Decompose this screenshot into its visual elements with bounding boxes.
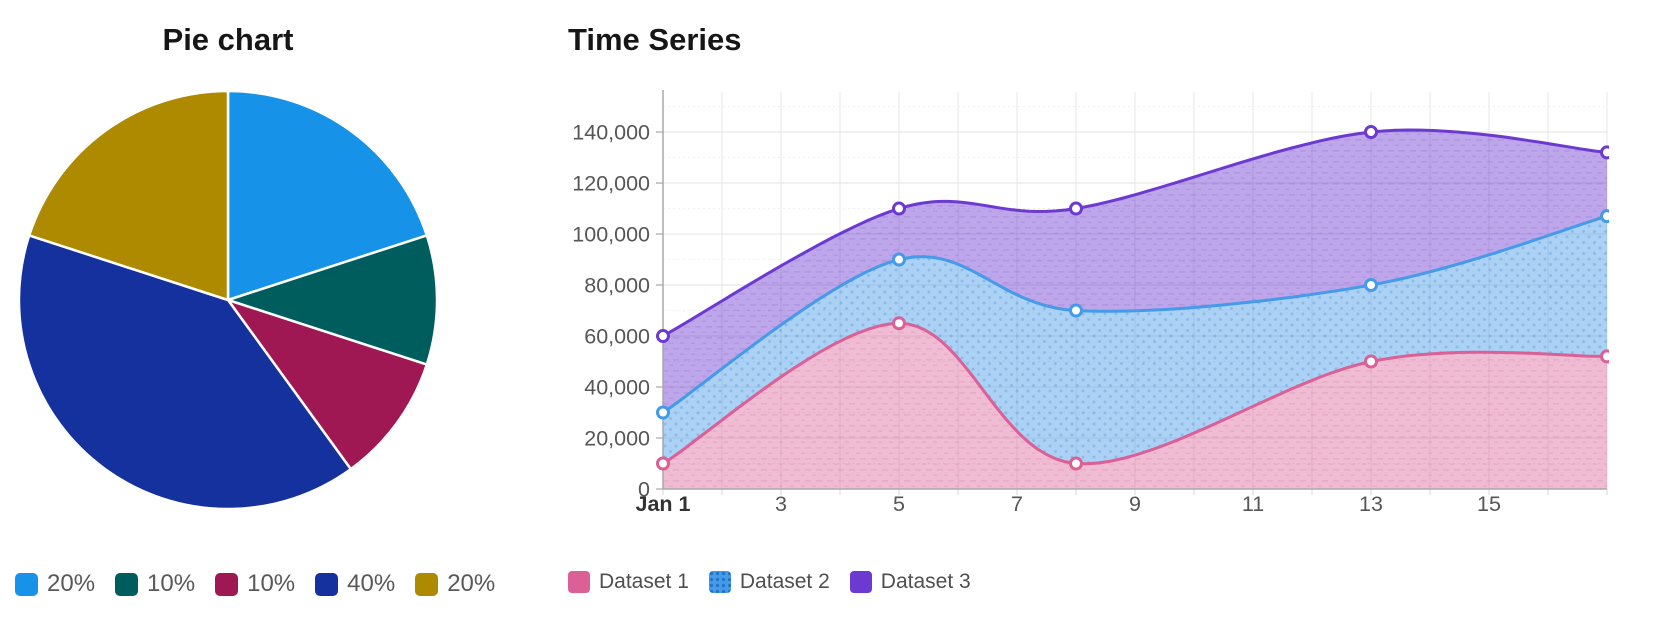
x-axis-label: 13 xyxy=(1359,492,1383,516)
legend-label: 10% xyxy=(147,570,196,597)
legend-item[interactable]: Dataset 3 xyxy=(849,570,971,594)
x-axis-label: 5 xyxy=(893,492,905,516)
data-point[interactable] xyxy=(656,329,670,344)
y-axis-label: 140,000 xyxy=(572,121,650,145)
x-axis-label: 7 xyxy=(1011,492,1023,516)
x-axis-label: Jan 1 xyxy=(636,492,691,516)
data-point[interactable] xyxy=(1069,456,1083,471)
pie-slice[interactable] xyxy=(226,234,439,366)
x-axis-label: 9 xyxy=(1129,492,1141,516)
legend-item[interactable]: 20% xyxy=(415,570,495,598)
data-point[interactable] xyxy=(1364,354,1378,369)
data-point[interactable] xyxy=(892,316,906,331)
legend-label: Dataset 1 xyxy=(599,570,689,593)
legend-swatch xyxy=(215,572,239,596)
legend-swatch xyxy=(115,572,139,596)
legend-swatch xyxy=(708,571,731,593)
data-point[interactable] xyxy=(656,405,670,420)
data-point[interactable] xyxy=(1600,349,1610,364)
legend-swatch xyxy=(15,572,38,596)
data-point[interactable] xyxy=(1600,145,1610,160)
pie-slice[interactable] xyxy=(17,234,353,511)
data-point[interactable] xyxy=(1364,278,1378,293)
data-point[interactable] xyxy=(1600,209,1610,224)
x-axis-label: 3 xyxy=(775,492,787,516)
timeseries-chart[interactable]: 0 20,000 40,000 60,000 80,000 100,000 120,000 1… xyxy=(530,80,1609,525)
data-point[interactable] xyxy=(656,456,670,471)
y-axis-label: 0 xyxy=(638,478,650,502)
timeseries-legend: Dataset 1 Dataset 2 Dataset 3 xyxy=(568,570,971,594)
area-fill-pattern xyxy=(663,216,1607,464)
legend-label: Dataset 3 xyxy=(880,570,971,593)
x-axis-label: 15 xyxy=(1477,492,1501,516)
y-axis-label: 100,000 xyxy=(572,223,650,247)
legend-swatch xyxy=(415,572,439,596)
legend-label: 20% xyxy=(47,570,96,597)
data-point[interactable] xyxy=(892,201,906,216)
timeseries-chart-title: Time Series xyxy=(568,22,742,57)
legend-swatch xyxy=(568,571,590,593)
y-axis-label: 80,000 xyxy=(584,274,650,298)
y-axis-label: 60,000 xyxy=(584,325,650,349)
pie-slice[interactable] xyxy=(226,298,429,471)
data-point[interactable] xyxy=(1069,303,1083,318)
legend-swatch xyxy=(849,571,872,593)
legend-label: Dataset 2 xyxy=(739,570,830,593)
y-axis-label: 120,000 xyxy=(572,172,650,196)
y-axis-label: 20,000 xyxy=(584,427,650,451)
area-fill-pattern xyxy=(663,130,1607,413)
legend-label: 40% xyxy=(347,570,396,597)
pie-slice[interactable] xyxy=(226,89,429,302)
legend-swatch xyxy=(315,572,339,596)
data-point[interactable] xyxy=(1364,125,1378,140)
legend-label: 10% xyxy=(247,570,296,597)
legend-item[interactable]: Dataset 2 xyxy=(708,570,830,594)
x-axis-label: 11 xyxy=(1242,492,1264,516)
legend-item[interactable]: 10% xyxy=(215,570,295,598)
legend-item[interactable]: Dataset 1 xyxy=(568,570,689,594)
data-point[interactable] xyxy=(1069,201,1083,216)
legend-item[interactable]: 20% xyxy=(15,570,95,598)
legend-item[interactable]: 10% xyxy=(115,570,195,598)
data-point[interactable] xyxy=(892,252,906,267)
pie-slice[interactable] xyxy=(27,89,230,302)
pie-chart-title: Pie chart xyxy=(162,22,294,57)
y-axis-label: 40,000 xyxy=(584,376,650,400)
pie-chart[interactable] xyxy=(0,80,456,520)
legend-label: 20% xyxy=(447,570,496,597)
pie-legend: 20% 10% 10% 40% 20% xyxy=(15,570,495,598)
legend-item[interactable]: 40% xyxy=(315,570,395,598)
